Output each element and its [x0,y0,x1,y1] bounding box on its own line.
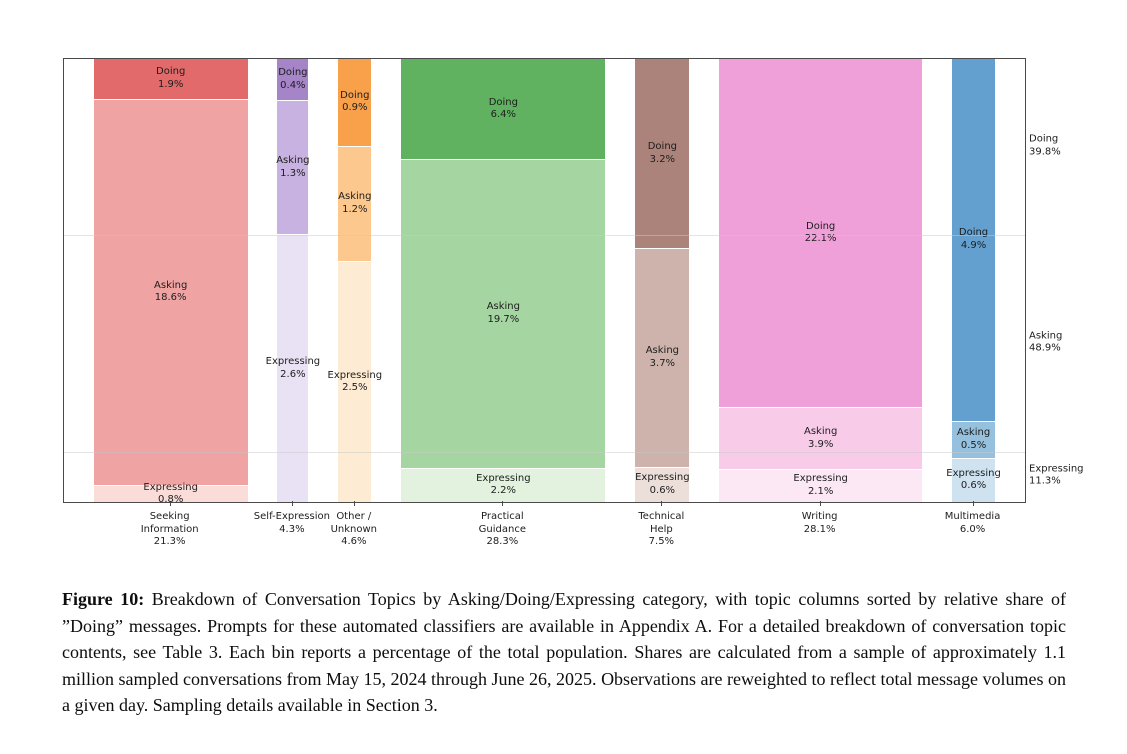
x-axis-tick [291,501,293,506]
segment-doing: Doing 4.9% [951,59,996,421]
segment-label: Asking 1.2% [338,191,372,215]
gridline [64,235,1025,237]
topic-column-4: Doing 3.2% Asking 3.7% Expressing 0.6% [635,59,690,502]
x-axis-category-label: Seeking Information 21.3% [140,511,199,547]
segment-label: Asking 0.5% [956,427,991,451]
x-axis-category-label: Technical Help 7.5% [638,511,685,547]
segment-label: Doing 22.1% [804,220,837,245]
right-axis-label-asking: Asking 48.9% [1029,330,1063,354]
figure-caption: Figure 10: Breakdown of Conversation Top… [62,586,1066,719]
right-axis-label-expressing: Expressing 11.3% [1029,463,1084,487]
segment-label: Asking 1.3% [276,155,310,179]
segment-label: Expressing 2.1% [793,473,848,497]
segment-expressing: Expressing 0.6% [946,457,1001,502]
segment-label: Expressing 2.6% [265,356,321,380]
segment-label: Asking 3.7% [645,345,680,369]
topic-column-2: Doing 0.9% Asking 1.2% Expressing 2.5% [328,59,382,502]
segment-label: Expressing 2.5% [327,369,383,394]
segment-label: Doing 0.4% [278,67,308,91]
x-axis-category-label: Practical Guidance 28.3% [478,511,527,547]
segment-expressing: Expressing 2.5% [328,261,382,502]
topic-column-6: Doing 4.9% Asking 0.5% Expressing 0.6% [946,59,1001,502]
segment-label: Doing 4.9% [958,227,989,251]
segment-asking: Asking 1.3% [276,100,310,235]
segment-label: Doing 3.2% [647,141,678,165]
x-axis-tick [819,501,821,506]
segment-doing: Doing 6.4% [401,59,606,160]
segment-label: Expressing 0.6% [635,472,690,496]
segment-asking: Asking 0.5% [951,420,996,458]
x-axis-category-label: Other / Unknown 4.6% [330,511,377,547]
segment-label: Doing 6.4% [488,96,518,121]
segment-expressing: Expressing 2.1% [719,468,923,502]
x-axis-tick [972,501,974,506]
segment-label: Asking 18.6% [154,279,188,304]
segment-label: Asking 19.7% [486,301,520,325]
segment-asking: Asking 1.2% [338,145,372,262]
topic-column-5: Doing 22.1% Asking 3.9% Expressing 2.1% [719,59,923,502]
x-axis-category-label: Multimedia 6.0% [944,511,1001,535]
mosaic-chart-plot-area: Doing 1.9% Asking 18.6% Expressing 0.8% Doing 0… [63,58,1026,505]
topic-column-0: Doing 1.9% Asking 18.6% Expressing 0.8% [93,59,248,505]
segment-label: Expressing 0.6% [946,467,1001,492]
segment-asking: Asking 19.7% [401,159,606,468]
segment-expressing: Expressing 2.2% [401,467,606,502]
gridline [64,451,1025,453]
topic-column-3: Doing 6.4% Asking 19.7% Expressing 2.2% [401,59,606,502]
x-axis-tick [353,501,355,506]
x-axis-category-label: Self-Expression 4.3% [253,511,330,535]
segment-expressing: Expressing 0.8% [93,482,248,505]
figure-caption-text: Breakdown of Conversation Topics by Aski… [62,589,1066,715]
segment-expressing: Expressing 2.6% [266,234,320,502]
segment-doing: Doing 1.9% [93,59,248,99]
segment-doing: Doing 0.9% [338,59,372,146]
x-axis-tick [169,501,171,506]
segment-expressing: Expressing 0.6% [635,466,690,502]
segment-label: Expressing 2.2% [476,472,531,497]
segment-doing: Doing 3.2% [635,59,690,248]
x-axis-tick [502,501,504,506]
right-axis-label-doing: Doing 39.8% [1029,133,1061,158]
segment-doing: Doing 0.4% [277,59,309,101]
figure-caption-label: Figure 10: [62,589,145,609]
segment-asking: Asking 3.9% [719,407,923,469]
segment-label: Asking 3.9% [804,426,838,450]
segment-label: Doing 0.9% [340,89,370,114]
x-axis-tick [661,501,663,506]
topic-column-1: Doing 0.4% Asking 1.3% Expressing 2.6% [266,59,320,502]
segment-asking: Asking 3.7% [635,248,690,467]
x-axis-category-label: Writing 28.1% [801,511,838,535]
segment-asking: Asking 18.6% [93,98,248,486]
segment-label: Doing 1.9% [156,66,186,90]
segment-doing: Doing 22.1% [719,59,923,408]
segment-label: Expressing 0.8% [143,481,198,506]
